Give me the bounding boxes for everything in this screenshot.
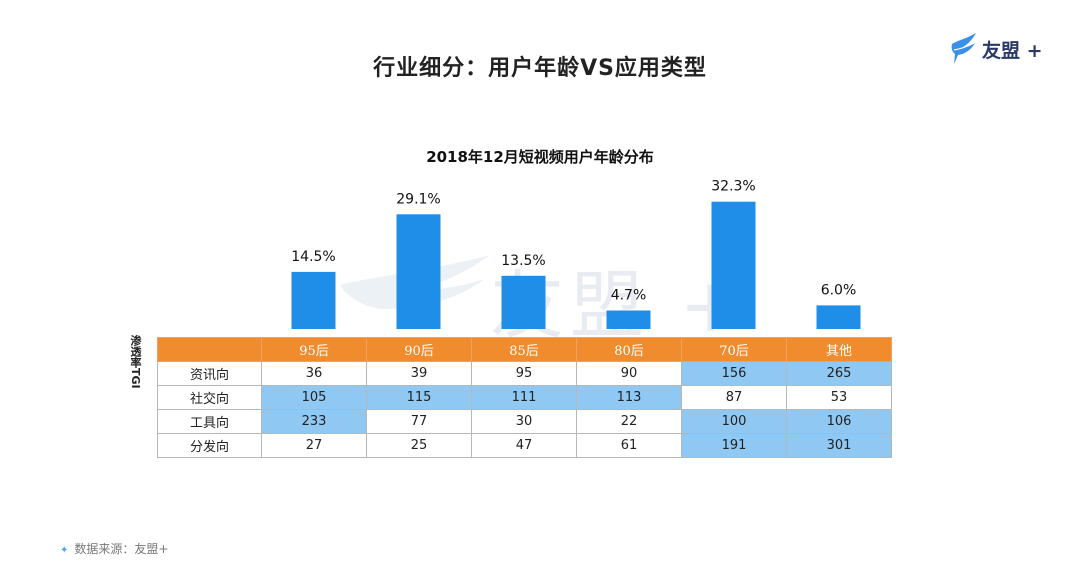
table-cell: 95 — [471, 361, 577, 386]
table-cell: 87 — [681, 385, 787, 410]
bar-value-label: 6.0% — [821, 282, 857, 298]
bar-value-label: 29.1% — [396, 191, 440, 207]
table-corner — [157, 337, 262, 362]
bar-5 — [816, 305, 861, 329]
table-cell: 22 — [576, 409, 682, 434]
table-row: 分发向 27 25 47 61 191 301 — [157, 433, 892, 458]
tgi-table: 95后 90后 85后 80后 70后 其他 资讯向 36 39 95 90 1… — [157, 337, 892, 458]
source-bullet-icon: ✦ — [60, 545, 69, 556]
logo: 友盟 + — [948, 30, 1058, 66]
bar-2 — [501, 275, 546, 329]
source-text: 数据来源：友盟+ — [74, 542, 169, 556]
table-col-header: 70后 — [681, 337, 787, 362]
table-cell: 25 — [366, 433, 472, 458]
table-col-header: 80后 — [576, 337, 682, 362]
table-cell: 39 — [366, 361, 472, 386]
table-header-row: 95后 90后 85后 80后 70后 其他 — [157, 337, 892, 362]
table-cell: 191 — [681, 433, 787, 458]
bar-value-label: 14.5% — [291, 249, 335, 265]
table-col-header: 85后 — [471, 337, 577, 362]
table-cell: 27 — [261, 433, 367, 458]
table-cell: 30 — [471, 409, 577, 434]
table-row-label: 分发向 — [157, 433, 262, 458]
table-cell: 77 — [366, 409, 472, 434]
table-cell: 106 — [786, 409, 892, 434]
table-cell: 265 — [786, 361, 892, 386]
bar-1 — [396, 214, 441, 329]
table-cell: 61 — [576, 433, 682, 458]
table-col-header: 95后 — [261, 337, 367, 362]
table-cell: 113 — [576, 385, 682, 410]
table-row-label: 工具向 — [157, 409, 262, 434]
bar-value-label: 13.5% — [501, 253, 545, 269]
table-row: 工具向 233 77 30 22 100 106 — [157, 409, 892, 434]
table-cell: 233 — [261, 409, 367, 434]
bar-4 — [711, 201, 756, 329]
logo-text: 友盟 + — [982, 40, 1043, 62]
table-row-label: 资讯向 — [157, 361, 262, 386]
bar-chart: 14.5% 29.1% 13.5% 4.7% 32.3% 6.0% — [291, 179, 861, 329]
table-row: 资讯向 36 39 95 90 156 265 — [157, 361, 892, 386]
chart-title: 2018年12月短视频用户年龄分布 — [426, 148, 654, 166]
bar-value-label: 32.3% — [711, 179, 755, 195]
bar-0 — [291, 271, 336, 329]
table-cell: 47 — [471, 433, 577, 458]
bar-3 — [606, 310, 651, 329]
table-cell: 53 — [786, 385, 892, 410]
table-cell: 36 — [261, 361, 367, 386]
table-cell: 100 — [681, 409, 787, 434]
table-cell: 105 — [261, 385, 367, 410]
table-col-header: 90后 — [366, 337, 472, 362]
table-row: 社交向 105 115 111 113 87 53 — [157, 385, 892, 410]
table-cell: 90 — [576, 361, 682, 386]
table-cell: 156 — [681, 361, 787, 386]
tgi-axis-label: 渗透率TGI — [129, 335, 142, 389]
page-title: 行业细分：用户年龄VS应用类型 — [373, 56, 707, 81]
bird-logo-icon — [951, 33, 976, 64]
table-col-header: 其他 — [786, 337, 892, 362]
data-source: ✦ 数据来源：友盟+ — [60, 540, 168, 557]
table-row-label: 社交向 — [157, 385, 262, 410]
table-cell: 301 — [786, 433, 892, 458]
bar-value-label: 4.7% — [611, 288, 647, 304]
table-cell: 115 — [366, 385, 472, 410]
table-cell: 111 — [471, 385, 577, 410]
